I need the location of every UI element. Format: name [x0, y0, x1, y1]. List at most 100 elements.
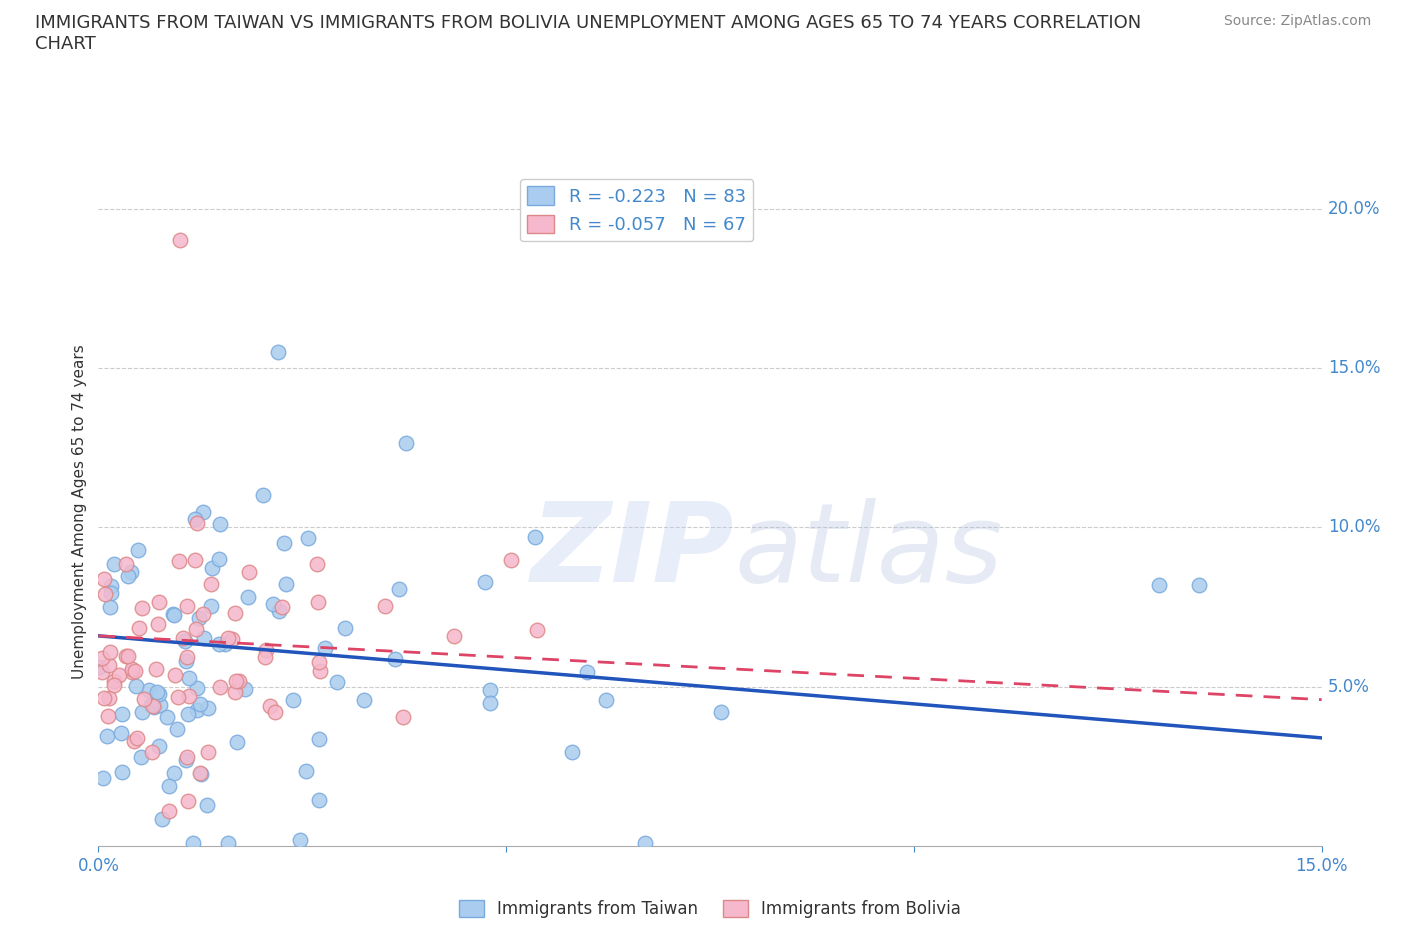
- Point: [125, 679, 148, 694]
- Point: [297, 530, 319, 545]
- Point: [91, 665, 114, 680]
- Point: [124, 664, 146, 679]
- Point: [90, 651, 112, 666]
- Point: [561, 744, 583, 759]
- Point: [121, 661, 143, 676]
- Point: [120, 565, 142, 579]
- Point: [184, 622, 207, 637]
- Point: [499, 552, 522, 567]
- Point: [200, 577, 222, 591]
- Point: [93, 587, 115, 602]
- Point: [201, 561, 224, 576]
- Point: [128, 621, 150, 636]
- Point: [149, 698, 172, 712]
- Point: [208, 551, 231, 566]
- Point: [281, 692, 304, 707]
- Point: [267, 345, 290, 360]
- Point: [188, 765, 211, 780]
- Point: [193, 631, 215, 645]
- Point: [97, 658, 120, 673]
- Point: [174, 633, 197, 648]
- Point: [127, 542, 149, 557]
- Point: [148, 739, 170, 754]
- Point: [98, 600, 121, 615]
- Point: [141, 698, 163, 713]
- Point: [1188, 578, 1211, 592]
- Point: [176, 650, 198, 665]
- Point: [157, 804, 180, 818]
- Legend: Immigrants from Taiwan, Immigrants from Bolivia: Immigrants from Taiwan, Immigrants from …: [453, 894, 967, 925]
- Point: [163, 607, 186, 622]
- Point: [226, 735, 249, 750]
- Point: [478, 696, 501, 711]
- Point: [190, 766, 212, 781]
- Text: atlas: atlas: [734, 498, 1002, 605]
- Point: [188, 697, 211, 711]
- Point: [150, 811, 173, 826]
- Point: [233, 682, 256, 697]
- Point: [176, 793, 198, 808]
- Point: [634, 836, 657, 851]
- Point: [96, 729, 118, 744]
- Point: [97, 709, 120, 724]
- Point: [191, 606, 214, 621]
- Point: [307, 594, 329, 609]
- Point: [100, 585, 122, 600]
- Point: [259, 699, 281, 714]
- Point: [479, 683, 502, 698]
- Point: [100, 644, 122, 659]
- Point: [294, 764, 316, 779]
- Point: [238, 565, 260, 580]
- Point: [209, 680, 232, 695]
- Point: [208, 516, 231, 531]
- Text: ZIP: ZIP: [531, 498, 734, 605]
- Point: [181, 836, 204, 851]
- Point: [262, 597, 284, 612]
- Point: [163, 765, 186, 780]
- Point: [526, 623, 548, 638]
- Point: [252, 488, 274, 503]
- Point: [208, 637, 231, 652]
- Point: [156, 710, 179, 724]
- Point: [91, 770, 114, 785]
- Point: [114, 557, 136, 572]
- Point: [254, 643, 277, 658]
- Point: [107, 668, 129, 683]
- Point: [186, 515, 208, 530]
- Point: [176, 750, 198, 764]
- Point: [145, 684, 167, 699]
- Point: [197, 745, 219, 760]
- Point: [710, 705, 733, 720]
- Point: [129, 750, 152, 764]
- Point: [236, 590, 259, 604]
- Point: [314, 640, 336, 655]
- Point: [87, 660, 110, 675]
- Point: [177, 707, 200, 722]
- Point: [124, 734, 146, 749]
- Point: [117, 649, 139, 664]
- Point: [264, 704, 287, 719]
- Point: [174, 654, 197, 669]
- Point: [138, 683, 160, 698]
- Point: [172, 631, 194, 645]
- Point: [148, 617, 170, 631]
- Point: [224, 684, 246, 699]
- Point: [103, 677, 125, 692]
- Point: [177, 671, 200, 686]
- Point: [308, 655, 330, 670]
- Point: [253, 649, 276, 664]
- Point: [384, 651, 406, 666]
- Point: [186, 680, 208, 695]
- Point: [576, 664, 599, 679]
- Point: [148, 594, 170, 609]
- Text: Source: ZipAtlas.com: Source: ZipAtlas.com: [1223, 14, 1371, 28]
- Point: [132, 691, 155, 706]
- Point: [145, 662, 167, 677]
- Point: [121, 664, 143, 679]
- Point: [103, 673, 125, 688]
- Point: [200, 599, 222, 614]
- Point: [131, 600, 153, 615]
- Point: [141, 745, 163, 760]
- Point: [139, 698, 162, 712]
- Point: [127, 730, 149, 745]
